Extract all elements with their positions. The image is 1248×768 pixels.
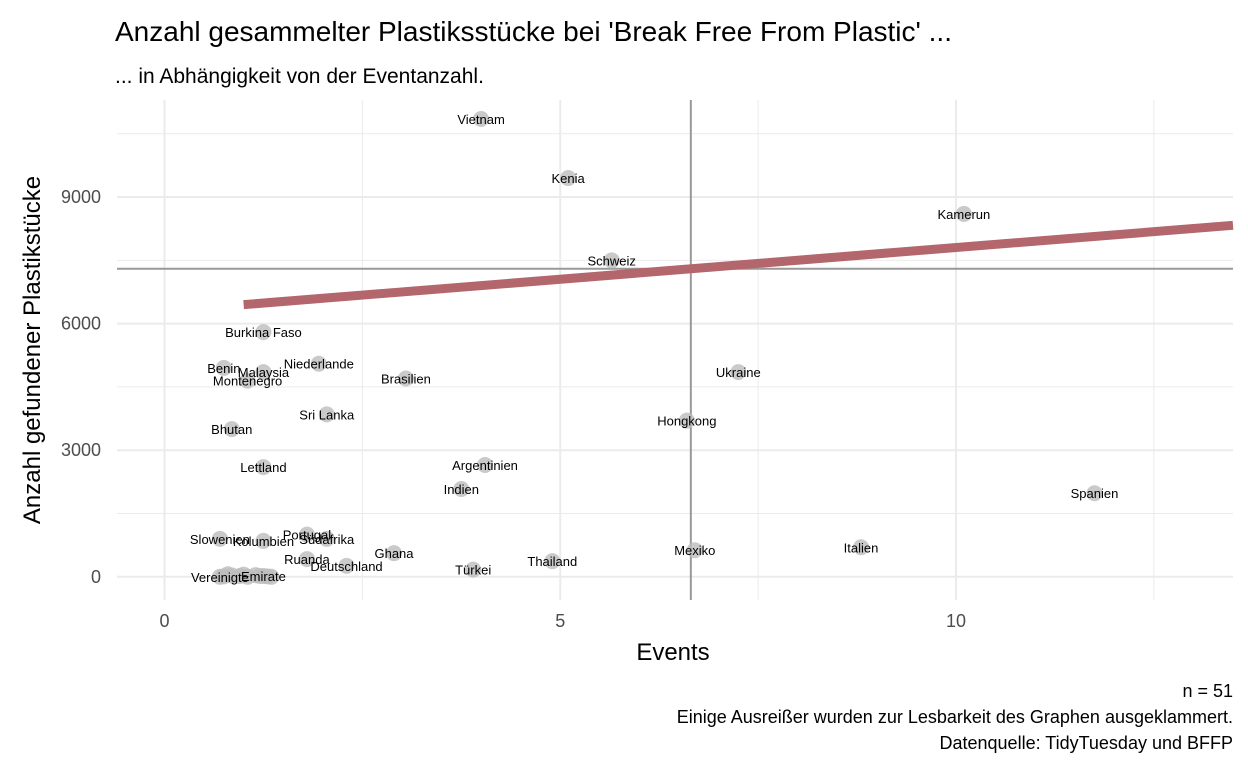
grid-major bbox=[117, 100, 1233, 600]
data-point bbox=[397, 370, 414, 387]
data-point bbox=[235, 566, 252, 583]
data-point bbox=[1086, 485, 1103, 502]
data-point bbox=[219, 566, 236, 583]
point-label: Niederlande bbox=[284, 357, 354, 372]
point-label: Kamerun bbox=[938, 207, 991, 222]
data-point bbox=[955, 205, 972, 222]
data-point bbox=[211, 530, 228, 547]
data-point bbox=[853, 539, 869, 556]
point-label: Ukraine bbox=[716, 365, 761, 380]
y-tick-label: 6000 bbox=[61, 314, 101, 334]
x-axis-title: Events bbox=[636, 639, 709, 666]
point-label: Thailand bbox=[527, 554, 577, 569]
trend-line bbox=[243, 220, 1234, 310]
data-point bbox=[251, 567, 268, 584]
point-label: Montenegro bbox=[213, 374, 282, 389]
data-point bbox=[473, 110, 490, 127]
y-axis-ticks: 0 3000 6000 9000 bbox=[61, 187, 101, 587]
data-point bbox=[686, 542, 703, 559]
point-label: Italien bbox=[844, 540, 879, 555]
data-point bbox=[298, 526, 315, 543]
point-label: Hongkong bbox=[657, 414, 716, 429]
point-label: Kenia bbox=[552, 171, 586, 186]
point-label: Indien bbox=[444, 482, 479, 497]
data-point bbox=[263, 568, 280, 585]
data-point bbox=[239, 372, 256, 389]
data-point bbox=[560, 170, 577, 187]
caption-line: Einige Ausreißer wurden zur Lesbarkeit d… bbox=[677, 707, 1233, 727]
point-label: Schweiz bbox=[587, 253, 635, 268]
point-label: Brasilien bbox=[381, 371, 431, 386]
data-point bbox=[477, 456, 494, 473]
data-point bbox=[255, 364, 272, 381]
data-point bbox=[544, 553, 561, 570]
point-label: Argentinien bbox=[452, 458, 518, 473]
caption-line: n = 51 bbox=[1182, 681, 1233, 701]
data-point bbox=[298, 551, 315, 568]
point-label: Malaysia bbox=[238, 365, 290, 380]
point-label: Ghana bbox=[374, 546, 414, 561]
data-point bbox=[310, 355, 327, 372]
point-label: Deutschland bbox=[310, 559, 382, 574]
x-tick-label: 10 bbox=[946, 611, 966, 631]
x-tick-label: 5 bbox=[555, 611, 565, 631]
point-label: Burkina Faso bbox=[225, 325, 302, 340]
data-point bbox=[386, 545, 403, 562]
point-label: Ruanda bbox=[284, 552, 330, 567]
point-label: Kolumbien bbox=[233, 534, 294, 549]
point-label: Vereinigte bbox=[191, 570, 249, 585]
data-point bbox=[255, 532, 272, 549]
mean-lines bbox=[117, 100, 1233, 600]
data-point bbox=[453, 481, 470, 498]
data-point bbox=[678, 412, 695, 429]
point-label: Sri Lanka bbox=[299, 407, 355, 422]
point-label: Bhutan bbox=[211, 422, 252, 437]
point-label: Spanien bbox=[1071, 486, 1119, 501]
y-tick-label: 9000 bbox=[61, 187, 101, 207]
caption-line: Datenquelle: TidyTuesday und BFFP bbox=[940, 733, 1234, 753]
chart-subtitle: ... in Abhängigkeit von der Eventanzahl. bbox=[115, 65, 484, 88]
chart-title: Anzahl gesammelter Plastiksstücke bei 'B… bbox=[115, 16, 952, 47]
data-point bbox=[603, 252, 620, 269]
data-point bbox=[223, 421, 240, 438]
data-point bbox=[338, 557, 355, 574]
data-point bbox=[730, 364, 747, 381]
trend-line-group bbox=[243, 220, 1234, 310]
data-point bbox=[255, 324, 272, 341]
y-tick-label: 3000 bbox=[61, 440, 101, 460]
point-labels: Vietnam Kenia Kamerun Schweiz Burkina Faso Ni… bbox=[190, 112, 1118, 585]
x-tick-label: 0 bbox=[159, 611, 169, 631]
data-point bbox=[255, 459, 272, 476]
point-label: Emirate bbox=[241, 569, 286, 584]
point-label: Portugal bbox=[283, 528, 332, 543]
y-tick-label: 0 bbox=[91, 567, 101, 587]
point-label: Südafrika bbox=[299, 532, 355, 547]
point-label: Lettland bbox=[240, 460, 286, 475]
data-point bbox=[215, 359, 232, 376]
data-point bbox=[318, 530, 335, 547]
data-point bbox=[465, 561, 482, 578]
point-label: Türkei bbox=[455, 563, 491, 578]
data-points bbox=[211, 110, 1103, 585]
point-label: Vietnam bbox=[457, 112, 504, 127]
point-label: Benin bbox=[207, 361, 240, 376]
point-label: Mexiko bbox=[674, 543, 715, 558]
caption: n = 51 Einige Ausreißer wurden zur Lesbar… bbox=[677, 681, 1233, 753]
y-axis-title: Anzahl gefundener Plastikstücke bbox=[19, 176, 46, 524]
x-axis-ticks: 0 5 10 bbox=[159, 611, 966, 631]
point-label: Slowenien bbox=[190, 532, 250, 547]
grid-minor bbox=[117, 100, 1233, 600]
data-point bbox=[318, 406, 335, 423]
